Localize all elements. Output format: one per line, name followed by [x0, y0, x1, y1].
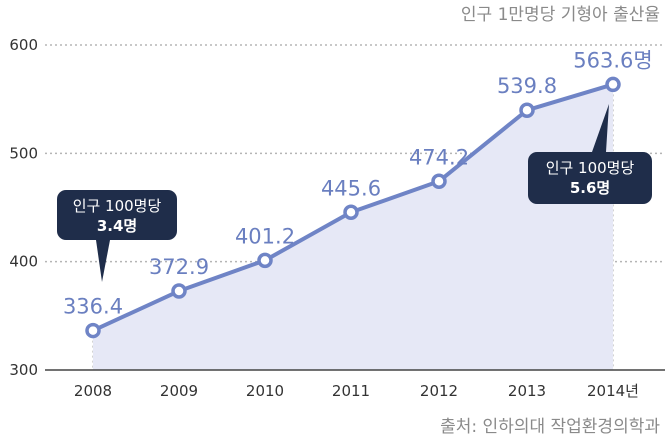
y-tick-label: 500 — [9, 144, 38, 162]
x-tick-label: 2013 — [508, 382, 546, 400]
callout-line2: 5.6명 — [570, 179, 610, 197]
x-tick-label: 2011 — [332, 382, 370, 400]
callout-box — [57, 190, 177, 240]
x-tick-label: 2009 — [160, 382, 198, 400]
callout-line1: 인구 100명당 — [73, 197, 162, 215]
callout-box — [528, 152, 652, 204]
data-label: 539.8 — [497, 74, 557, 98]
data-point-marker — [257, 252, 273, 269]
data-label: 336.4 — [63, 295, 123, 319]
chart-subtitle: 인구 1만명당 기형아 출산율 — [461, 5, 660, 25]
callout-line2: 3.4명 — [97, 217, 137, 235]
label-layer: 336.4 372.9 401.2 445.6 474.2 539.8 563.6명 — [63, 48, 653, 318]
callout: 인구 100명당 5.6명 — [528, 104, 652, 204]
axis-layer: 300 400 500 600 2008 2009 2010 2011 2012 2013 2014… — [9, 36, 665, 400]
data-label: 563.6명 — [573, 48, 652, 72]
area-layer — [93, 84, 613, 370]
data-point-marker — [431, 173, 447, 190]
data-label: 401.2 — [235, 224, 295, 248]
data-point-marker — [519, 102, 535, 118]
data-point-marker — [171, 283, 187, 299]
data-label: 372.9 — [149, 255, 209, 279]
callout-pointer — [592, 104, 609, 152]
area-fill — [93, 84, 613, 370]
data-label: 474.2 — [409, 145, 469, 169]
x-tick-label: 2010 — [246, 382, 284, 400]
y-tick-label: 600 — [9, 36, 38, 54]
y-tick-label: 300 — [9, 361, 38, 379]
data-label: 445.6 — [321, 176, 381, 200]
data-point-marker — [343, 204, 359, 221]
x-tick-label: 2012 — [420, 382, 458, 400]
callout: 인구 100명당 3.4명 — [57, 190, 177, 282]
data-point-marker — [605, 76, 621, 93]
x-tick-label: 2008 — [74, 382, 112, 400]
callout-layer: 인구 100명당 3.4명 인구 100명당 5.6명 — [57, 104, 652, 282]
x-tick-label: 2014년 — [587, 382, 639, 400]
point-layer — [85, 76, 621, 339]
callout-pointer — [96, 240, 110, 282]
y-tick-label: 400 — [9, 253, 38, 271]
callout-line1: 인구 100명당 — [546, 159, 635, 177]
chart-source: 출처: 인하의대 작업환경의학과 — [440, 417, 660, 437]
data-point-marker — [85, 322, 101, 339]
